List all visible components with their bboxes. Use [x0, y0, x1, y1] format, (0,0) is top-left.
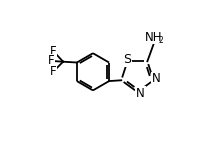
Text: S: S [123, 53, 131, 66]
Text: F: F [50, 65, 57, 78]
Text: NH: NH [145, 30, 162, 44]
Text: N: N [136, 87, 145, 100]
Text: N: N [152, 73, 161, 85]
Text: F: F [48, 54, 54, 67]
Text: 2: 2 [159, 36, 163, 45]
Text: F: F [50, 45, 57, 58]
